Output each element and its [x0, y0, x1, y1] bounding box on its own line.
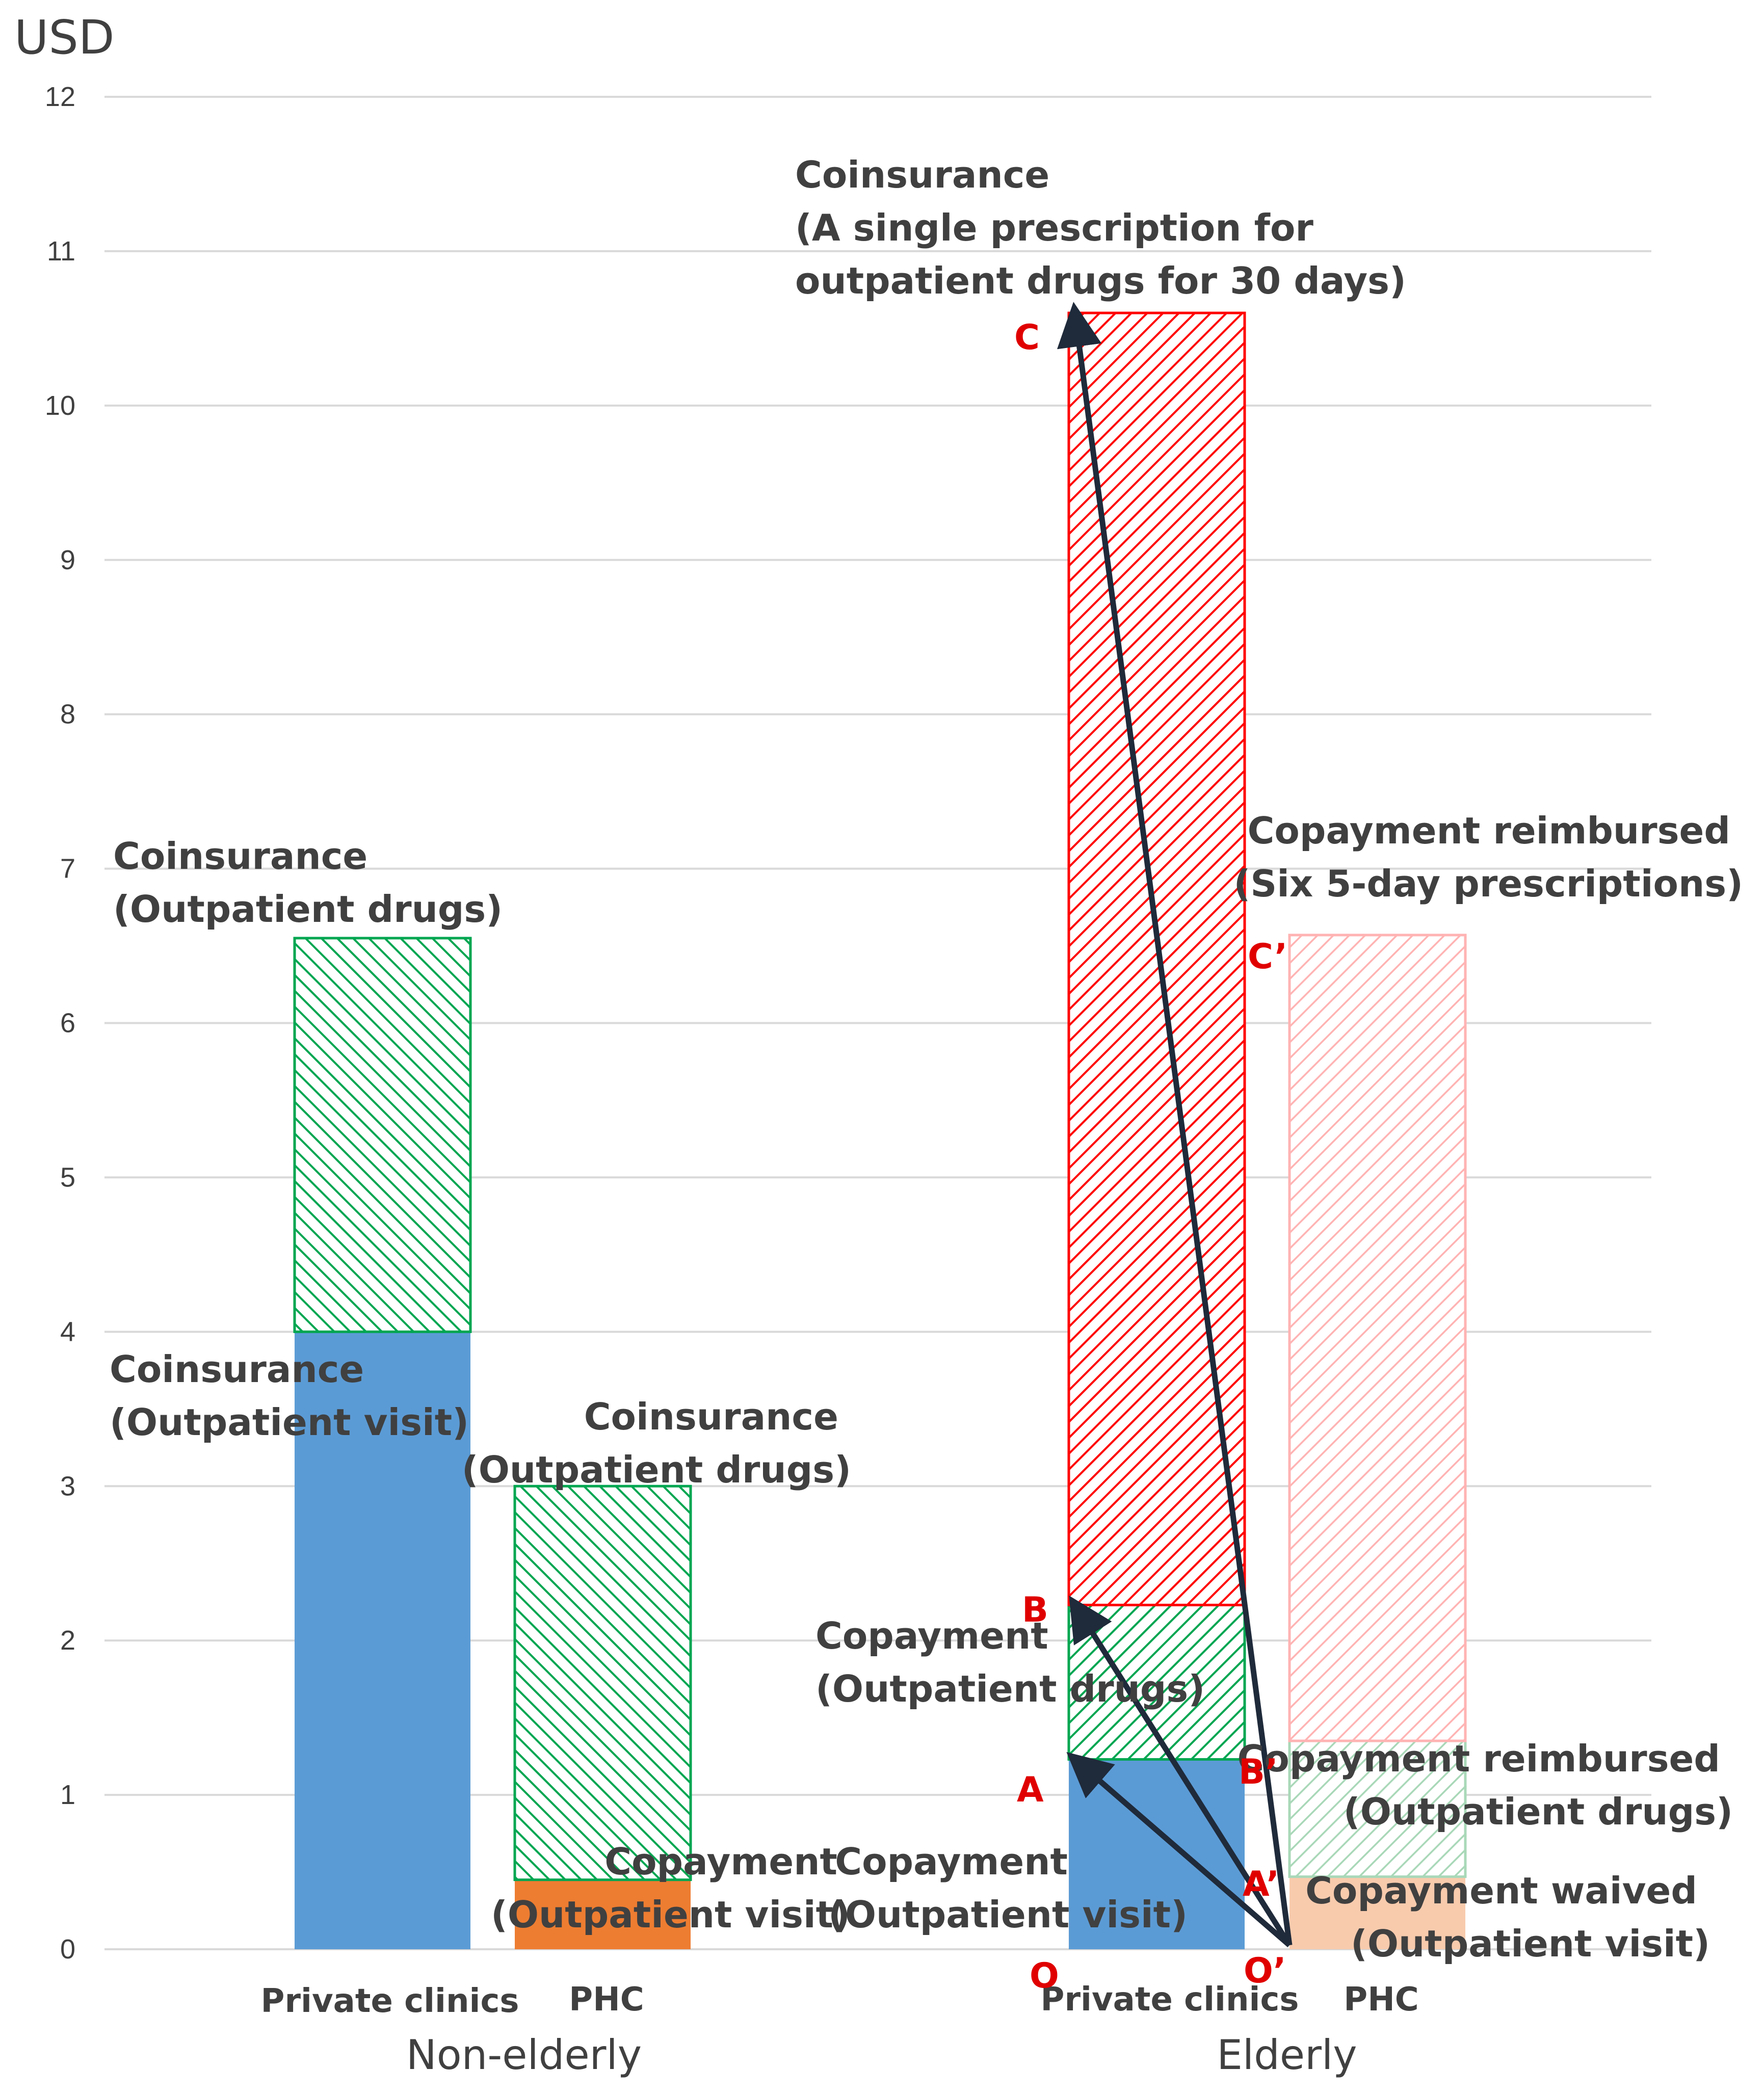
annotation-line: Copayment reimbursed: [1238, 1737, 1720, 1780]
annotation-line: Copayment: [835, 1840, 1068, 1883]
annotation-line: Copayment reimbursed: [1248, 809, 1730, 852]
annotation: Copayment (Outpatient visit): [491, 1840, 850, 1936]
point-label: A’: [1243, 1864, 1279, 1904]
point-label: B: [1022, 1590, 1048, 1630]
annotation: Coinsurance (A single prescription for o…: [795, 153, 1406, 302]
bar-segment: [295, 1332, 470, 1949]
annotation-line: (Outpatient visit): [1351, 1922, 1710, 1965]
annotation-line: (A single prescription for: [795, 206, 1313, 249]
point-label: C’: [1248, 937, 1287, 977]
y-tick-label: 7: [60, 854, 75, 884]
annotation-line: Coinsurance: [795, 153, 1049, 196]
bar-segment: [293, 937, 472, 1333]
y-axis-label: USD: [14, 10, 115, 65]
bar-segment: [1288, 934, 1467, 1742]
point-label: C: [1014, 317, 1040, 358]
annotation-line: Coinsurance: [110, 1348, 364, 1391]
point-label: A: [1017, 1770, 1044, 1810]
category-label: PHC: [1344, 1981, 1418, 2019]
group-label: Non-elderly: [406, 2031, 642, 2079]
y-tick-label: 10: [45, 390, 75, 421]
annotation-line: (Outpatient drugs): [1344, 1790, 1733, 1833]
y-tick-label: 6: [60, 1008, 75, 1039]
category-label: Private clinics: [261, 1982, 519, 2020]
annotation: Copayment reimbursed (Outpatient drugs): [1238, 1737, 1733, 1833]
annotation-line: Copayment: [815, 1614, 1048, 1657]
bar-segment: [515, 1879, 691, 1949]
arrow: [1057, 302, 1293, 1946]
category-label: PHC: [569, 1981, 644, 2019]
annotation-line: Coinsurance: [584, 1395, 838, 1438]
annotation-line: Copayment waived: [1305, 1869, 1697, 1912]
bar-segment: [513, 1484, 692, 1881]
bar-segment: [1289, 1876, 1465, 1949]
annotation: Coinsurance (Outpatient visit): [110, 1348, 469, 1444]
annotation-line: (Six 5-day prescriptions): [1233, 862, 1743, 905]
y-tick-label: 0: [60, 1934, 75, 1965]
y-tick-label: 11: [47, 236, 75, 267]
arrow: [1066, 1752, 1292, 1948]
category-label: Private clinics: [1041, 1981, 1299, 2019]
y-tick-label: 1: [60, 1780, 75, 1810]
y-tick-label: 12: [45, 82, 75, 112]
annotation-line: (Outpatient drugs): [462, 1448, 851, 1491]
annotation: Copayment (Outpatient visit): [828, 1840, 1188, 1936]
y-tick-label: 9: [60, 545, 75, 575]
y-tick-label: 8: [60, 699, 75, 730]
annotation: Coinsurance (Outpatient drugs): [113, 835, 503, 931]
point-label: O: [1030, 1956, 1059, 1996]
annotation-line: (Outpatient visit): [491, 1893, 850, 1936]
group-label: Elderly: [1217, 2031, 1357, 2079]
annotation-line: (Outpatient visit): [110, 1401, 469, 1444]
arrow: [1069, 1595, 1292, 1947]
bar-segment: [1288, 1739, 1467, 1878]
point-label: B’: [1239, 1752, 1278, 1792]
y-tick-label: 4: [60, 1316, 75, 1347]
y-tick-label: 5: [60, 1162, 75, 1192]
annotation-line: Coinsurance: [113, 835, 367, 878]
annotation-line: (Outpatient drugs): [815, 1667, 1205, 1710]
y-tick-label: 2: [60, 1625, 75, 1656]
annotation-line: outpatient drugs for 30 days): [795, 259, 1406, 302]
y-tick-label: 3: [60, 1471, 75, 1501]
annotation: Coinsurance (Outpatient drugs): [462, 1395, 851, 1491]
arrows: [1057, 302, 1293, 1948]
annotation-line: (Outpatient drugs): [113, 888, 503, 931]
annotation: Copayment waived (Outpatient visit): [1305, 1869, 1710, 1965]
point-label: O’: [1244, 1951, 1286, 1991]
annotation: Copayment reimbursed (Six 5-day prescrip…: [1233, 809, 1743, 905]
annotation: Copayment (Outpatient drugs): [815, 1614, 1205, 1710]
annotation-line: (Outpatient visit): [828, 1893, 1188, 1936]
annotation-line: Copayment: [604, 1840, 837, 1883]
